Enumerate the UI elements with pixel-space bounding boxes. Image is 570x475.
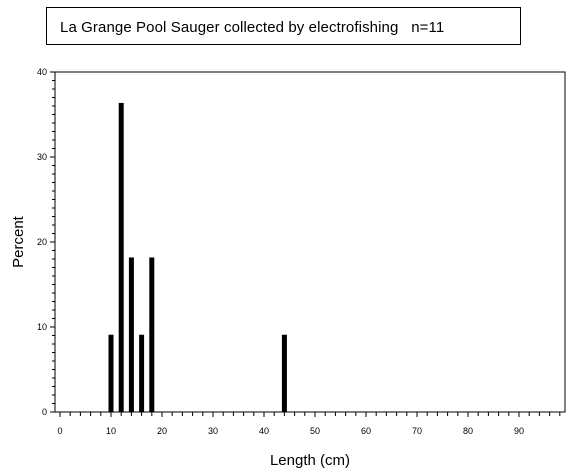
y-tick-label: 0 bbox=[42, 407, 47, 417]
bar bbox=[281, 334, 287, 412]
x-tick-label: 80 bbox=[463, 426, 473, 436]
axes: 0 10 20 30 40 50 60 70 80 90 0 10 20 30 40 bbox=[37, 67, 566, 436]
x-tick-label: 50 bbox=[310, 426, 320, 436]
x-tick-label: 10 bbox=[106, 426, 116, 436]
x-tick-label: 40 bbox=[259, 426, 269, 436]
y-tick-label: 20 bbox=[37, 237, 47, 247]
bar bbox=[139, 334, 145, 412]
y-tick-label: 30 bbox=[37, 152, 47, 162]
x-axis-title: Length (cm) bbox=[270, 452, 350, 469]
y-axis-title: Percent bbox=[10, 215, 27, 268]
x-tick-label: 60 bbox=[361, 426, 371, 436]
bar bbox=[108, 334, 114, 412]
x-tick-label: 20 bbox=[157, 426, 167, 436]
bar bbox=[118, 102, 124, 412]
x-tick-label: 0 bbox=[57, 426, 62, 436]
x-tick-label: 30 bbox=[208, 426, 218, 436]
bar bbox=[128, 257, 134, 412]
chart-title: La Grange Pool Sauger collected by elect… bbox=[60, 19, 445, 36]
x-tick-label: 70 bbox=[412, 426, 422, 436]
bar bbox=[149, 257, 155, 412]
chart-title-box: La Grange Pool Sauger collected by elect… bbox=[46, 7, 521, 45]
y-tick-label: 40 bbox=[37, 67, 47, 77]
x-tick-label: 90 bbox=[514, 426, 524, 436]
bars bbox=[108, 102, 287, 412]
y-tick-label: 10 bbox=[37, 322, 47, 332]
